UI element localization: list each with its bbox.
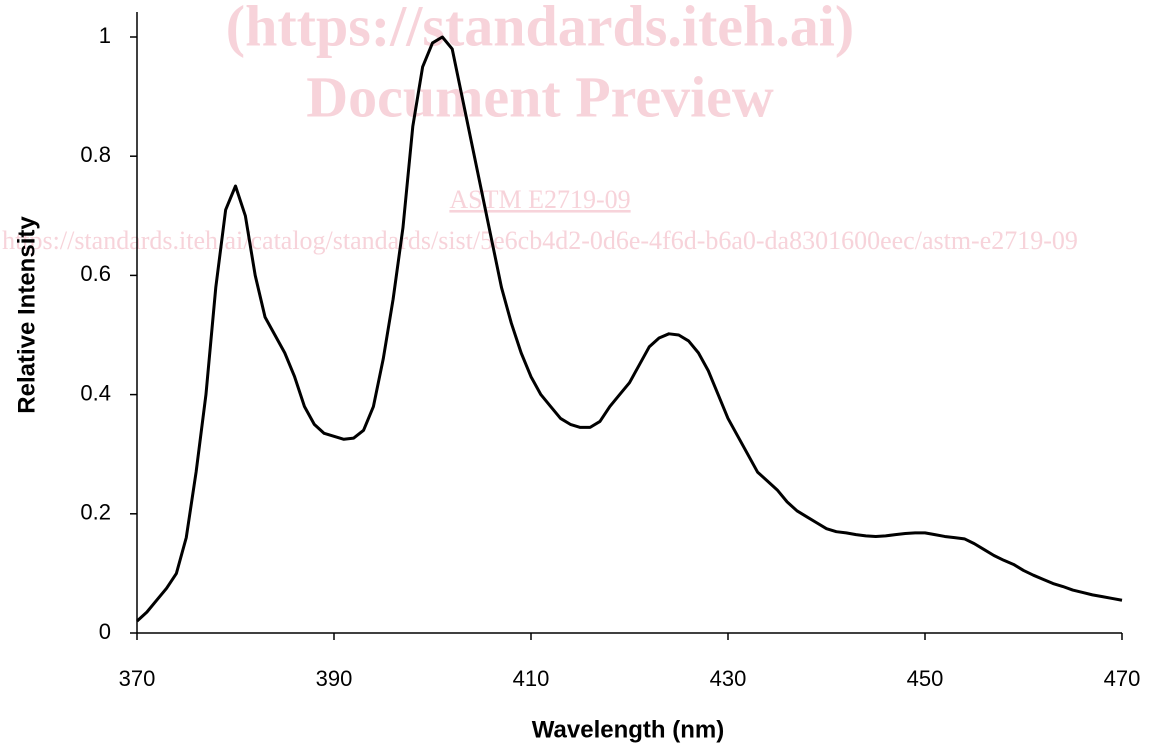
watermark-title: Document Preview: [306, 64, 774, 129]
x-tick-label: 410: [513, 666, 550, 691]
x-tick-label: 430: [710, 666, 747, 691]
x-tick-label: 370: [119, 666, 156, 691]
y-tick-label: 0: [99, 619, 111, 644]
y-tick-label: 0.4: [80, 380, 111, 405]
watermark-url: (https://standards.iteh.ai): [226, 0, 854, 58]
x-tick-label: 450: [907, 666, 944, 691]
watermark-standard: ASTM E2719-09: [449, 185, 630, 214]
x-tick-label: 470: [1104, 666, 1141, 691]
y-tick-label: 1: [99, 23, 111, 48]
x-axis-title: Wavelength (nm): [532, 716, 724, 743]
y-tick-label: 0.8: [80, 142, 111, 167]
watermark-link: https://standards.iteh.ai/catalog/standa…: [2, 226, 1078, 255]
y-axis-title: Relative Intensity: [13, 216, 40, 414]
y-tick-label: 0.2: [80, 500, 111, 525]
watermark: (https://standards.iteh.ai) Document Pre…: [2, 0, 1078, 255]
y-tick-label: 0.6: [80, 261, 111, 286]
x-tick-label: 390: [316, 666, 353, 691]
data-line: [135, 35, 1123, 623]
